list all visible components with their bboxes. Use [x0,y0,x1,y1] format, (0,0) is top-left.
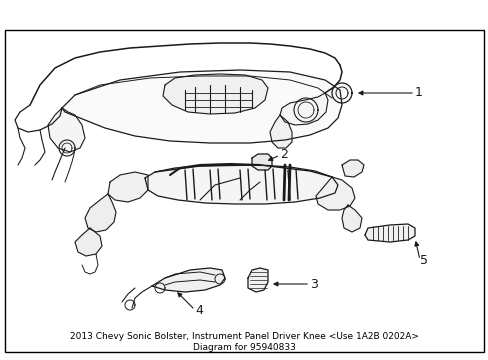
Polygon shape [145,165,337,204]
Text: 2: 2 [280,148,287,162]
Text: 2013 Chevy Sonic Bolster, Instrument Panel Driver Knee <Use 1A2B 0202A>
Diagram : 2013 Chevy Sonic Bolster, Instrument Pan… [69,332,418,352]
Polygon shape [247,268,267,292]
Text: 1: 1 [414,86,422,99]
Polygon shape [341,160,363,177]
Polygon shape [364,224,414,242]
Polygon shape [251,154,271,170]
Polygon shape [85,194,116,232]
Polygon shape [269,115,291,148]
Polygon shape [62,70,341,143]
Text: 4: 4 [195,303,203,316]
Polygon shape [108,172,148,202]
Text: 5: 5 [419,253,427,266]
Text: 3: 3 [309,278,317,291]
Polygon shape [152,268,224,292]
Polygon shape [315,177,354,210]
Polygon shape [280,93,327,125]
Bar [5,30,483,352]
Polygon shape [48,108,85,152]
Polygon shape [163,74,267,114]
Polygon shape [341,205,361,232]
Polygon shape [331,83,351,103]
Polygon shape [75,228,102,256]
